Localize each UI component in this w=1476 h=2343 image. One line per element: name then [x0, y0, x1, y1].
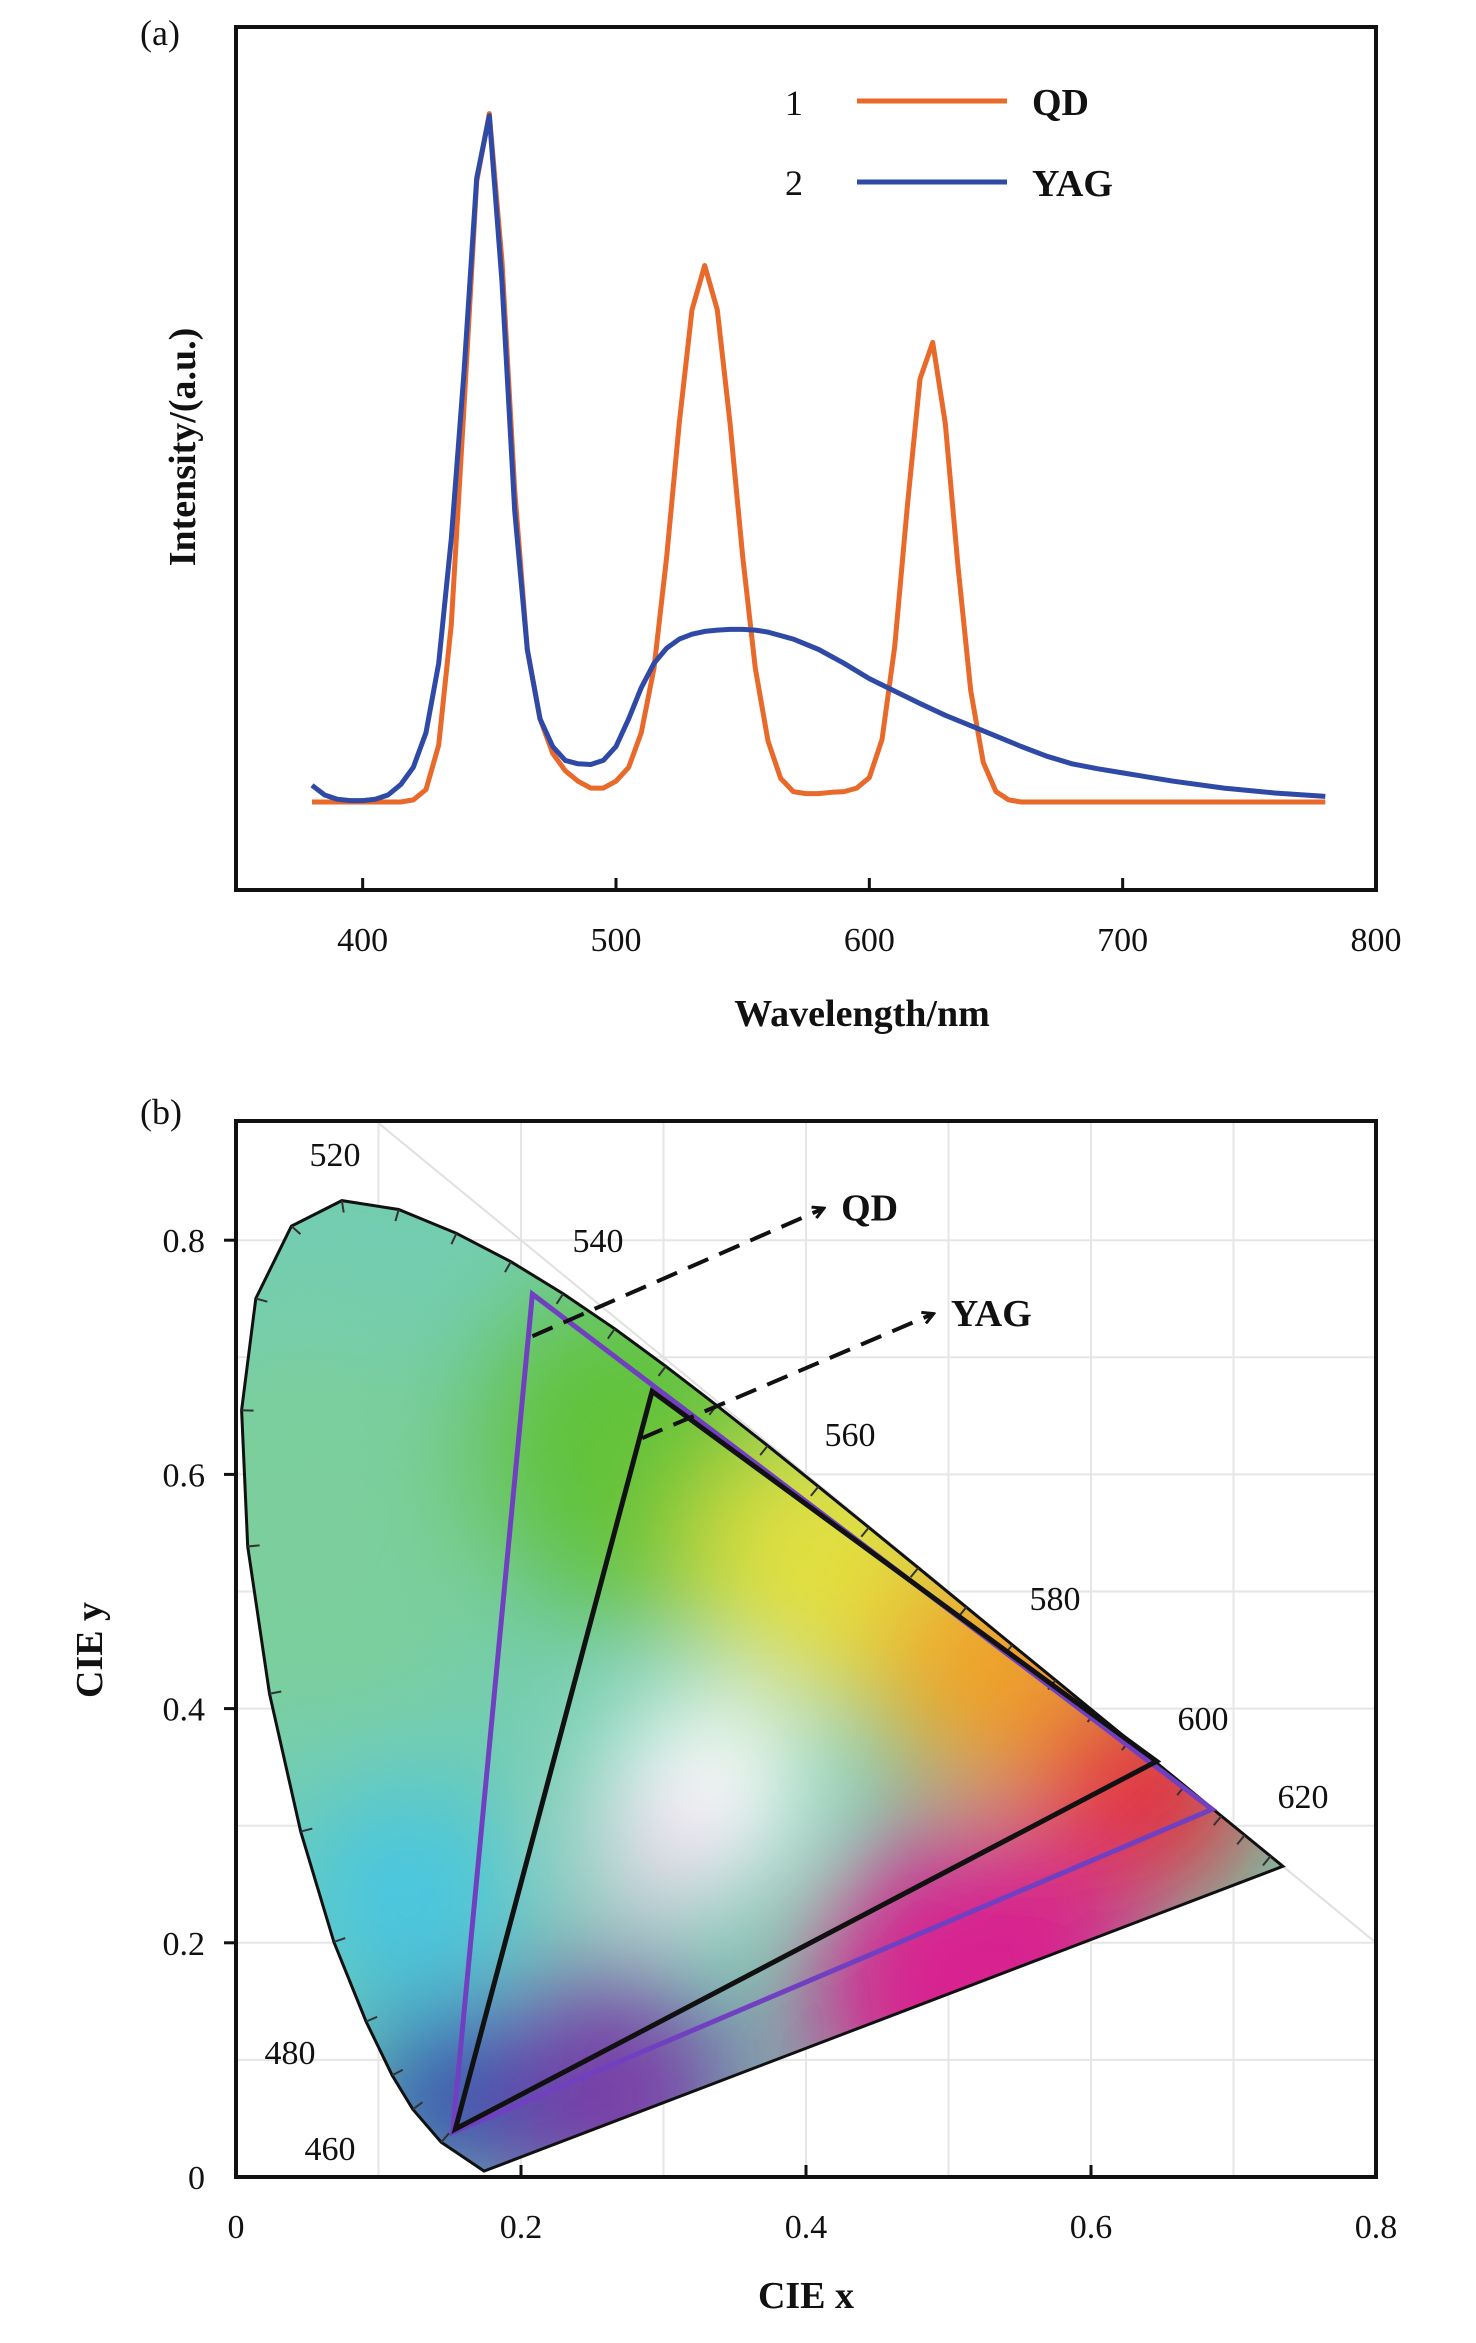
- wavelength-label: 560: [825, 1417, 876, 1454]
- panel-label-b: (b): [140, 1092, 182, 1132]
- locus-tick: [504, 1261, 512, 1273]
- locus-tick: [810, 1485, 820, 1497]
- y-tick-label-b: 0.6: [163, 1457, 206, 1494]
- panel-label-a: (a): [140, 13, 180, 53]
- wavelength-label: 520: [310, 1137, 361, 1174]
- locus-tick: [1262, 1855, 1272, 1867]
- locus-tick: [860, 1526, 870, 1538]
- gamut-label-yag: YAG: [951, 1293, 1032, 1335]
- locus-tick: [657, 1365, 667, 1377]
- legend-number-1: 1: [785, 83, 803, 123]
- x-axis-title-b: CIE x: [758, 2275, 854, 2317]
- locus-tick: [269, 1690, 282, 1695]
- gamut-color-region: [241, 1333, 507, 1733]
- locus-tick: [340, 1200, 345, 1213]
- x-axis-title-a: Wavelength/nm: [734, 993, 989, 1035]
- x-tick-label-a: 400: [337, 922, 388, 959]
- locus-tick: [909, 1567, 920, 1578]
- locus-tick: [365, 2015, 378, 2023]
- x-tick-label-a: 500: [591, 922, 642, 959]
- locus-tick: [1236, 1834, 1246, 1845]
- legend: 1 QD 2 YAG: [785, 82, 1113, 205]
- y-tick-label-b: 0.4: [163, 1692, 206, 1729]
- series-line-yag: [310, 113, 1326, 804]
- legend-number-2: 2: [785, 163, 803, 203]
- x-tick-label-b: 0.4: [785, 2209, 828, 2246]
- x-tick-label-a: 600: [844, 922, 895, 959]
- y-tick-label-b: 0.2: [163, 1926, 206, 1963]
- y-tick-label-b: 0.8: [163, 1223, 206, 1260]
- wavelength-label: 620: [1278, 1779, 1329, 1816]
- locus-tick: [412, 2101, 424, 2111]
- legend-label-qd: QD: [1032, 82, 1089, 124]
- spectrum-chart: (a) 400 500 600 700 800 Wavelength/nm Intens…: [140, 13, 1402, 1035]
- x-tick-label-a: 800: [1351, 922, 1402, 959]
- locus-tick: [759, 1445, 769, 1456]
- y-axis-title-a: Intensity/(a.u.): [162, 328, 204, 567]
- gamut-label-qd: QD: [841, 1188, 898, 1230]
- gamut-color-region: [806, 1818, 1148, 2161]
- x-tick-label-a: 700: [1097, 922, 1148, 959]
- wavelength-label: 580: [1030, 1581, 1081, 1618]
- x-tick-label-b: 0.6: [1070, 2209, 1113, 2246]
- locus-tick: [555, 1293, 565, 1305]
- wavelength-label: 460: [305, 2131, 356, 2168]
- locus-tick: [290, 1225, 302, 1235]
- locus-tick: [300, 1827, 313, 1833]
- x-tick-label-b: 0.8: [1355, 2209, 1398, 2246]
- gamut-color-region: [293, 1781, 521, 2010]
- locus-tick: [333, 1937, 346, 1943]
- gamut-triangle-yag: [451, 1387, 1162, 2134]
- locus-tick: [391, 2068, 404, 2077]
- gamut-color-fill: [241, 1200, 1283, 2172]
- locus-tick: [440, 2132, 450, 2143]
- wavelength-label: 540: [573, 1223, 624, 1260]
- cie-chart: (b) 460 480 520 540 560 580 600 620 QD YAG 0 0.2 0…: [69, 1092, 1398, 2317]
- arrow-yag: [641, 1314, 933, 1440]
- locus-tick: [607, 1328, 616, 1340]
- y-tick-label-b: 0: [188, 2160, 205, 2197]
- locus-tick: [255, 1297, 268, 1303]
- wavelength-label: 480: [265, 2035, 316, 2072]
- gamut-color-region: [592, 1789, 735, 1933]
- x-tick-label-b: 0.2: [500, 2209, 543, 2246]
- y-axis-title-b: CIE y: [69, 1602, 111, 1698]
- locus-tick: [247, 1544, 260, 1548]
- legend-label-yag: YAG: [1032, 163, 1113, 205]
- x-tick-label-b: 0: [228, 2209, 245, 2246]
- gamut-color-region: [364, 2009, 536, 2172]
- locus-tick: [450, 1232, 458, 1245]
- plot-frame-a: [234, 25, 1378, 892]
- locus-tick: [394, 1209, 400, 1222]
- wavelength-label: 600: [1178, 1701, 1229, 1738]
- locus-tick: [1213, 1815, 1223, 1826]
- series-line-qd: [312, 111, 1326, 805]
- arrow-qd: [531, 1209, 823, 1339]
